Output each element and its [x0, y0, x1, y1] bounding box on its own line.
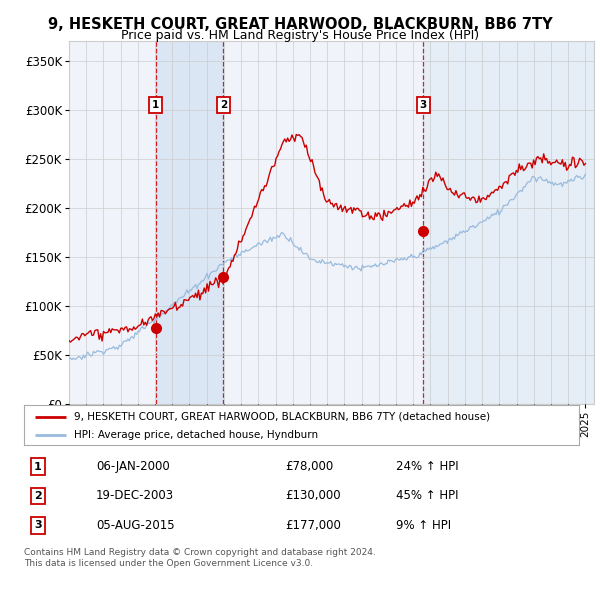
Text: 05-AUG-2015: 05-AUG-2015: [96, 519, 175, 532]
Text: 9, HESKETH COURT, GREAT HARWOOD, BLACKBURN, BB6 7TY: 9, HESKETH COURT, GREAT HARWOOD, BLACKBU…: [47, 17, 553, 31]
Text: 2: 2: [220, 100, 227, 110]
Bar: [424, 41, 594, 404]
Text: 19-DEC-2003: 19-DEC-2003: [96, 490, 174, 503]
Text: 24% ↑ HPI: 24% ↑ HPI: [396, 460, 458, 473]
Bar: [155, 41, 223, 404]
Text: £78,000: £78,000: [285, 460, 333, 473]
Text: 9, HESKETH COURT, GREAT HARWOOD, BLACKBURN, BB6 7TY (detached house): 9, HESKETH COURT, GREAT HARWOOD, BLACKBU…: [74, 412, 490, 422]
Text: Contains HM Land Registry data © Crown copyright and database right 2024.: Contains HM Land Registry data © Crown c…: [24, 548, 376, 556]
Text: 3: 3: [420, 100, 427, 110]
Text: 2: 2: [34, 491, 42, 501]
Text: £177,000: £177,000: [285, 519, 341, 532]
Text: £130,000: £130,000: [285, 490, 340, 503]
Text: 06-JAN-2000: 06-JAN-2000: [96, 460, 170, 473]
Text: 3: 3: [34, 520, 41, 530]
Text: 1: 1: [34, 462, 42, 471]
Text: Price paid vs. HM Land Registry's House Price Index (HPI): Price paid vs. HM Land Registry's House …: [121, 30, 479, 42]
Text: 45% ↑ HPI: 45% ↑ HPI: [396, 490, 458, 503]
Text: This data is licensed under the Open Government Licence v3.0.: This data is licensed under the Open Gov…: [24, 559, 313, 568]
Text: 9% ↑ HPI: 9% ↑ HPI: [396, 519, 451, 532]
Text: 1: 1: [152, 100, 159, 110]
Text: HPI: Average price, detached house, Hyndburn: HPI: Average price, detached house, Hynd…: [74, 431, 318, 440]
